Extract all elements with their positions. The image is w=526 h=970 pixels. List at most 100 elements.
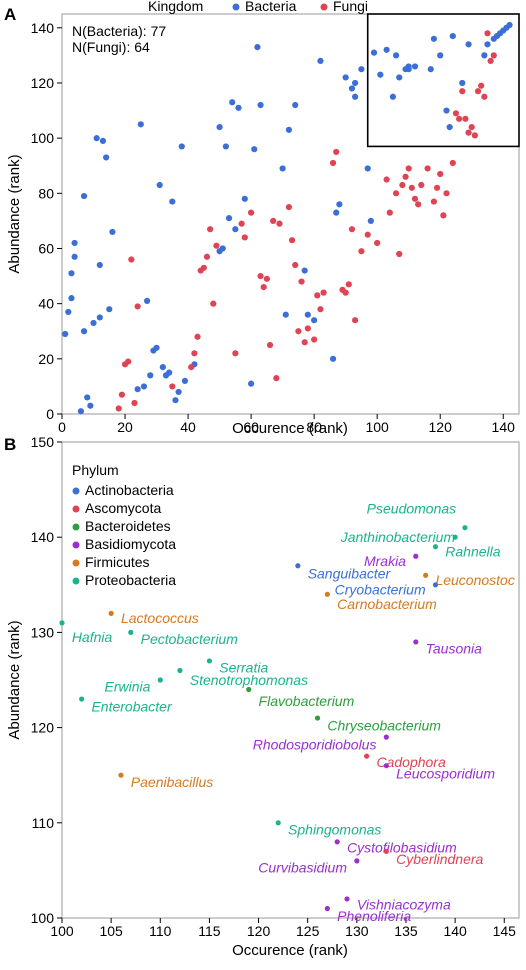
- point-pseudomonas: [462, 525, 468, 531]
- point-fungi: [194, 333, 201, 340]
- point-hafnia: [59, 620, 65, 626]
- point-fungi: [115, 405, 122, 412]
- point-bacteria: [222, 143, 229, 150]
- point-bacteria: [99, 137, 107, 144]
- point-fungi: [396, 250, 403, 258]
- point-bacteria: [484, 41, 491, 48]
- point-leuconostoc: [423, 572, 429, 578]
- point-bacteria: [333, 209, 340, 216]
- point-fungi: [481, 93, 488, 100]
- legend-label-bacteroidetes: Bacteroidetes: [85, 518, 171, 534]
- point-fungi: [128, 256, 135, 263]
- legend-label-proteobacteria: Proteobacteria: [85, 572, 176, 588]
- point-bacteria: [229, 99, 236, 106]
- point-bacteria: [251, 146, 258, 153]
- panel-b-x-axis: 100 105 110 115 120 125 130 135 140 145: [50, 918, 516, 939]
- panel-a-label: A: [4, 5, 16, 24]
- point-bacteria: [257, 101, 264, 109]
- point-bacteria: [317, 57, 324, 64]
- point-lactococcus: [108, 610, 114, 616]
- point-fungi: [292, 261, 299, 269]
- point-bacteria: [427, 66, 434, 73]
- point-fungi: [260, 284, 267, 291]
- x-tick-label: 0: [58, 419, 66, 435]
- point-fungi: [399, 181, 406, 189]
- legend-label-bacteria: Bacteria: [245, 0, 297, 14]
- point-fungi: [452, 110, 460, 117]
- point-label-curvibasidium: Curvibasidium: [258, 860, 347, 876]
- point-label-leucosporidium: Leucosporidium: [396, 765, 495, 781]
- point-fungi: [320, 289, 327, 296]
- point-label-enterobacter: Enterobacter: [91, 699, 172, 715]
- point-fungi: [383, 176, 390, 183]
- point-fungi: [118, 391, 125, 398]
- point-bacteria: [166, 369, 173, 376]
- panel-a-y-label: Abundance (rank): [6, 154, 23, 273]
- point-label-sphingomonas: Sphingomonas: [288, 821, 381, 837]
- point-label-lactococcus: Lactococcus: [121, 610, 199, 626]
- x-tick-label: 125: [296, 923, 320, 939]
- y-tick-label: 120: [31, 720, 55, 736]
- point-label-cystofilobasidium: Cystofilobasidium: [347, 840, 457, 856]
- zoom-region-box: [366, 13, 520, 148]
- point-bacteria: [84, 394, 91, 401]
- point-fungi: [191, 350, 198, 357]
- point-curvibasidium: [354, 858, 360, 864]
- point-fungi: [263, 275, 270, 282]
- point-serratia: [206, 658, 213, 664]
- point-fungi: [232, 350, 239, 357]
- point-fungi: [311, 336, 318, 343]
- point-label-stenotrophomonas: Stenotrophomonas: [190, 672, 308, 688]
- point-bacteria: [311, 317, 318, 324]
- y-tick-label: 40: [38, 296, 54, 312]
- point-bacteria: [411, 63, 419, 70]
- point-fungi: [257, 272, 264, 280]
- point-label-cryobacterium: Cryobacterium: [335, 582, 426, 598]
- point-chryseobacterium: [314, 715, 321, 721]
- point-bacteria: [241, 195, 248, 202]
- point-fungi: [348, 226, 356, 233]
- point-bacteria: [248, 380, 255, 387]
- point-bacteria: [370, 49, 378, 56]
- point-label-rahnella: Rahnella: [445, 543, 500, 559]
- point-fungi: [386, 209, 393, 216]
- point-bacteria: [181, 377, 189, 384]
- legend-marker-bacteroidetes: [72, 523, 80, 531]
- point-fungi: [415, 201, 422, 208]
- panel-a-frame: [61, 13, 520, 415]
- panel-a: A 0 20 40 60 80 100 120 140 020406080100120140 …: [4, 0, 520, 437]
- point-fungi: [468, 124, 475, 131]
- legend-marker-bacteria: [232, 3, 240, 11]
- point-fungi: [462, 115, 469, 122]
- x-tick-label: 80: [306, 419, 322, 435]
- point-flavobacterium: [246, 686, 252, 693]
- point-bacteria: [175, 388, 182, 396]
- point-bacteria: [96, 314, 103, 321]
- point-bacteria: [348, 85, 356, 92]
- point-carnobacterium: [324, 591, 330, 597]
- point-label-phenoliferia: Phenoliferia: [337, 908, 411, 924]
- point-fungi: [465, 129, 472, 136]
- legend-label-basidiomycota: Basidiomycota: [85, 536, 176, 552]
- point-fungi: [408, 184, 415, 191]
- point-bacteria: [342, 74, 349, 81]
- x-tick-label: 120: [429, 419, 453, 435]
- point-bacteria: [329, 355, 337, 362]
- point-rhodosporidiobolus: [383, 734, 389, 740]
- point-fungi: [298, 278, 305, 285]
- point-bacteria: [169, 198, 176, 205]
- point-fungi: [333, 148, 340, 156]
- point-fungi: [459, 88, 466, 95]
- point-bacteria: [396, 74, 403, 81]
- legend-marker-firmicutes: [72, 559, 80, 567]
- point-bacteria: [156, 181, 163, 189]
- y-tick-label: 120: [31, 75, 55, 91]
- point-enterobacter: [79, 696, 85, 702]
- point-bacteria: [134, 386, 141, 393]
- point-fungi: [207, 226, 214, 233]
- y-tick-label: 100: [31, 130, 55, 146]
- point-bacteria: [459, 79, 466, 87]
- point-bacteria: [292, 101, 299, 109]
- point-fungi: [169, 383, 176, 390]
